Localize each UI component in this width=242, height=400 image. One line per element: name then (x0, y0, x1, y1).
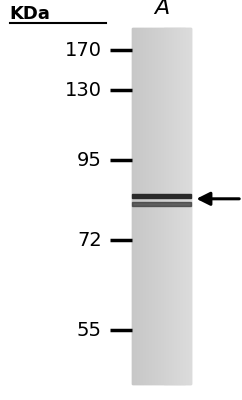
Bar (145, 28, 146, 384)
Text: 95: 95 (77, 150, 102, 170)
Bar (136, 28, 137, 384)
Bar (166, 28, 167, 384)
Bar (148, 28, 149, 384)
Bar (184, 28, 185, 384)
Bar (139, 28, 140, 384)
Bar (176, 28, 178, 384)
Bar (175, 28, 177, 384)
Bar (173, 28, 175, 384)
Bar (152, 28, 153, 384)
Bar (140, 28, 141, 384)
Bar (135, 28, 136, 384)
Bar (153, 28, 154, 384)
Bar (159, 28, 160, 384)
Bar (171, 28, 173, 384)
Bar (160, 28, 162, 384)
Bar (141, 28, 142, 384)
Bar (138, 28, 139, 384)
Text: KDa: KDa (10, 5, 51, 23)
Bar (188, 28, 189, 384)
Bar (177, 28, 179, 384)
Bar (143, 28, 144, 384)
Bar (187, 28, 189, 384)
Bar (172, 28, 174, 384)
Bar (149, 28, 150, 384)
Bar (150, 28, 151, 384)
Bar (180, 28, 182, 384)
Bar (132, 194, 191, 198)
Bar (132, 28, 133, 384)
Bar (167, 28, 169, 384)
Bar (168, 28, 170, 384)
Bar (159, 28, 161, 384)
Bar (151, 28, 152, 384)
Bar (132, 202, 191, 206)
Bar (154, 28, 155, 384)
Bar (164, 28, 165, 384)
Bar (133, 28, 134, 384)
Bar (146, 28, 147, 384)
Bar (132, 28, 191, 384)
Bar (155, 28, 156, 384)
Bar (142, 28, 143, 384)
Bar (174, 28, 176, 384)
Text: 55: 55 (77, 320, 102, 340)
Bar (179, 28, 181, 384)
Bar (170, 28, 172, 384)
Text: 130: 130 (65, 80, 102, 100)
Bar (166, 28, 168, 384)
Bar (157, 28, 158, 384)
Bar (186, 28, 188, 384)
Bar (163, 28, 164, 384)
Text: A: A (154, 0, 169, 18)
Bar (189, 28, 190, 384)
Bar (178, 28, 180, 384)
Bar (165, 28, 166, 384)
Bar (134, 28, 135, 384)
Bar (156, 28, 157, 384)
Bar (185, 28, 187, 384)
Bar (190, 28, 191, 384)
Bar (183, 28, 184, 384)
Bar (144, 28, 145, 384)
Bar (182, 28, 183, 384)
Text: 170: 170 (65, 40, 102, 60)
Bar (137, 28, 138, 384)
Bar (169, 28, 171, 384)
Bar (181, 28, 182, 384)
Text: 72: 72 (77, 230, 102, 250)
Bar (162, 28, 163, 384)
Bar (158, 28, 159, 384)
Bar (147, 28, 148, 384)
